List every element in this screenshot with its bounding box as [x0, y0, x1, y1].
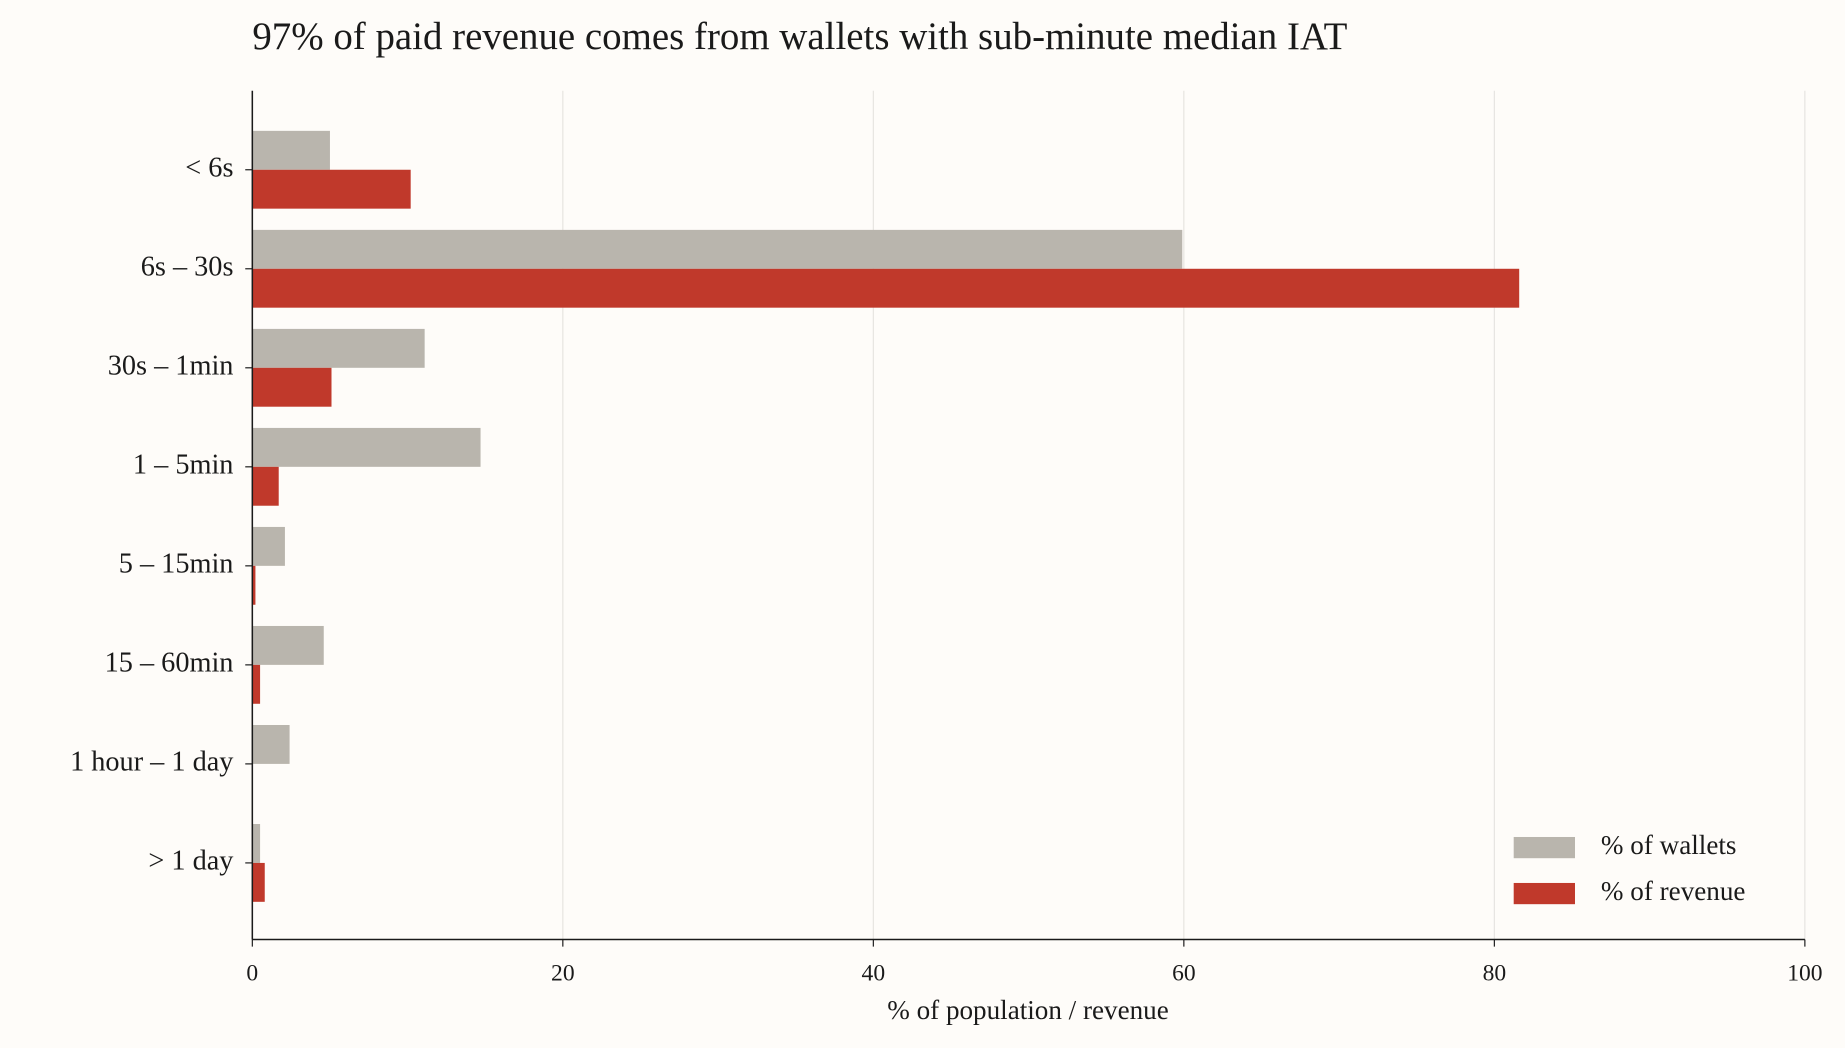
bar — [252, 625, 324, 665]
bar — [252, 427, 481, 467]
y-tick-label: 5 – 15min — [119, 548, 234, 579]
x-tick-label: 40 — [862, 960, 886, 986]
legend-swatch — [1513, 836, 1575, 859]
bar — [252, 565, 256, 605]
y-tick-label: 1 hour – 1 day — [70, 746, 234, 777]
y-tick-label: 6s – 30s — [141, 251, 234, 282]
chart-title: 97% of paid revenue comes from wallets w… — [252, 15, 1347, 58]
x-tick-label: 80 — [1483, 960, 1507, 986]
bar — [252, 466, 279, 506]
bar — [252, 268, 1520, 308]
bar — [252, 824, 261, 863]
bar — [252, 724, 290, 764]
y-tick-label: > 1 day — [148, 845, 234, 876]
x-tick-label: 20 — [551, 960, 575, 986]
legend-label: % of wallets — [1601, 830, 1737, 860]
x-tick-label: 100 — [1787, 960, 1822, 986]
legend-swatch — [1513, 882, 1575, 905]
y-tick-label: 30s – 1min — [108, 350, 234, 381]
bar — [252, 664, 261, 704]
bar — [252, 130, 330, 170]
y-tick-label: 15 – 60min — [105, 647, 234, 678]
bar — [252, 367, 332, 407]
bar — [252, 862, 265, 902]
x-tick-label: 60 — [1172, 960, 1196, 986]
bar — [252, 526, 285, 566]
legend-label: % of revenue — [1601, 876, 1746, 906]
x-tick-label: 0 — [246, 960, 258, 986]
bar — [252, 229, 1183, 269]
bar — [252, 169, 411, 209]
bar — [252, 328, 425, 368]
y-tick-label: < 6s — [185, 152, 233, 183]
x-axis-label: % of population / revenue — [887, 995, 1169, 1025]
y-tick-label: 1 – 5min — [133, 449, 234, 480]
